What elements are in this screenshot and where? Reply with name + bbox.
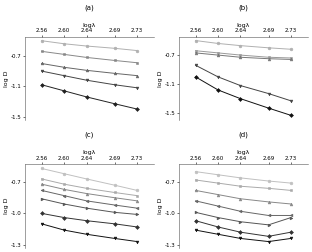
Title: (b): (b) — [238, 4, 248, 11]
Y-axis label: log D: log D — [4, 198, 9, 214]
X-axis label: logλ: logλ — [236, 150, 250, 155]
X-axis label: logλ: logλ — [83, 150, 96, 155]
Y-axis label: log D: log D — [158, 70, 163, 87]
Title: (c): (c) — [85, 132, 94, 138]
Title: (a): (a) — [85, 4, 94, 11]
Y-axis label: log D: log D — [4, 70, 9, 87]
Title: (d): (d) — [238, 132, 248, 138]
X-axis label: logλ: logλ — [236, 23, 250, 28]
X-axis label: logλ: logλ — [83, 23, 96, 28]
Y-axis label: log D: log D — [158, 198, 163, 214]
